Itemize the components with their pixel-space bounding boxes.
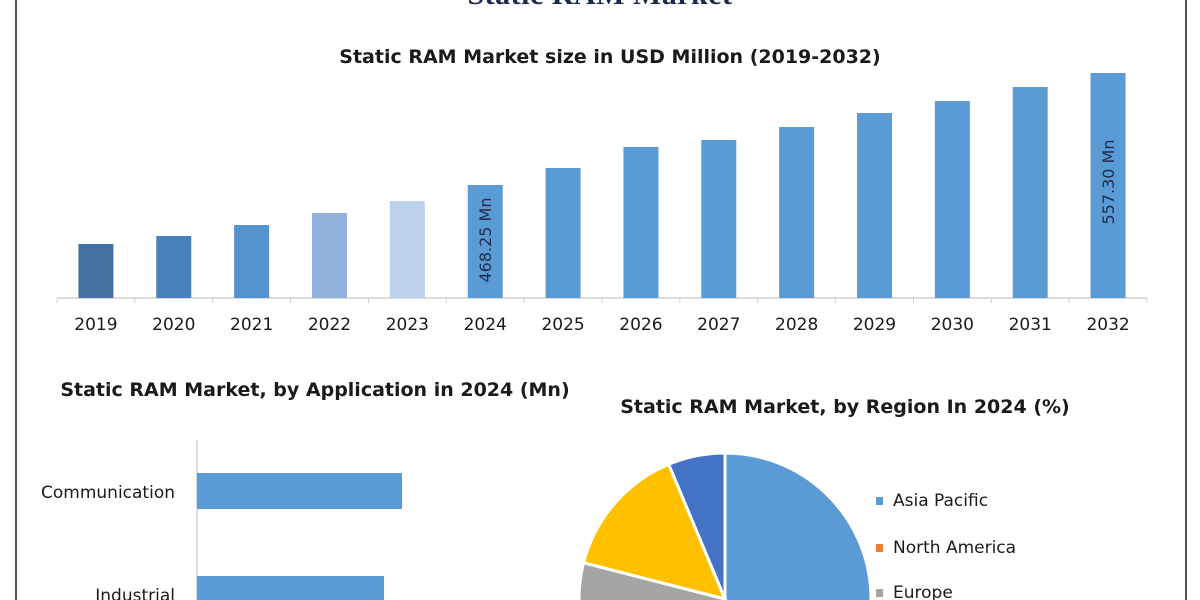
x-tick-label: 2021 [230, 315, 273, 335]
bar-2023 [389, 201, 425, 298]
x-tick-label: 2023 [386, 315, 429, 335]
category-label: Communication [41, 483, 175, 503]
x-tick-label: 2031 [1009, 315, 1052, 335]
legend-swatch-icon [876, 544, 883, 552]
bar-2024 [467, 185, 503, 298]
market-size-bar-chart: 2019 2020 2021 2022 2023 2024 468.25 Mn 2025 202… [56, 73, 1148, 335]
x-tick-label: 2032 [1086, 315, 1129, 335]
application-bar-chart: Communication Industrial [41, 440, 402, 600]
x-tick-label: 2030 [931, 315, 974, 335]
pie-slice-middle-east-and-africa [581, 462, 728, 600]
category-label: Industrial [95, 586, 175, 600]
bar-2020 [156, 236, 192, 298]
application-chart-title: Static RAM Market, by Application in 202… [60, 379, 570, 401]
bar-2032 [1090, 73, 1126, 298]
bar-2031 [1012, 87, 1048, 298]
x-tick-label: 2022 [308, 315, 351, 335]
bar-value-label: 468.25 Mn [476, 197, 495, 282]
page-title: Static RAM Market [0, 0, 1200, 12]
x-tick-label: 2025 [541, 315, 584, 335]
pie-slice-asia-pacific [723, 451, 873, 600]
pie-slice-south-america [666, 451, 727, 600]
bar-value-label: 557.30 Mn [1099, 139, 1118, 224]
bar-2021 [234, 225, 270, 298]
x-tick-label: 2019 [74, 315, 117, 335]
legend-item-north-america: North America [876, 537, 1016, 559]
bar-2026 [623, 147, 659, 298]
legend-item-europe: Europe [876, 582, 953, 600]
bar-industrial [197, 576, 384, 600]
legend-label: North America [893, 538, 1017, 558]
bar-2019 [78, 244, 114, 298]
bar-2022 [312, 213, 347, 298]
legend-item-asia-pacific: Asia Pacific [876, 490, 988, 512]
x-tick-label: 2024 [464, 315, 507, 335]
bar-2030 [934, 101, 970, 298]
frame-border-left [15, 0, 17, 600]
region-chart-title: Static RAM Market, by Region In 2024 (%) [620, 396, 1070, 418]
bar-communication [197, 473, 402, 509]
bar-2028 [779, 127, 815, 298]
legend-label: Europe [893, 583, 953, 600]
bar-2025 [545, 168, 581, 298]
region-pie-chart [577, 451, 873, 600]
frame-border-right [1185, 0, 1187, 600]
x-tick-label: 2027 [697, 315, 740, 335]
legend-swatch-icon [876, 589, 883, 597]
bar-2027 [701, 140, 737, 298]
market-size-chart-title: Static RAM Market size in USD Million (2… [339, 46, 881, 68]
bar-2029 [857, 113, 892, 298]
x-tick-label: 2029 [853, 315, 896, 335]
x-tick-label: 2026 [619, 315, 662, 335]
legend-swatch-icon [876, 497, 883, 505]
x-tick-label: 2020 [152, 315, 195, 335]
legend-label: Asia Pacific [893, 491, 989, 511]
x-tick-label: 2028 [775, 315, 818, 335]
